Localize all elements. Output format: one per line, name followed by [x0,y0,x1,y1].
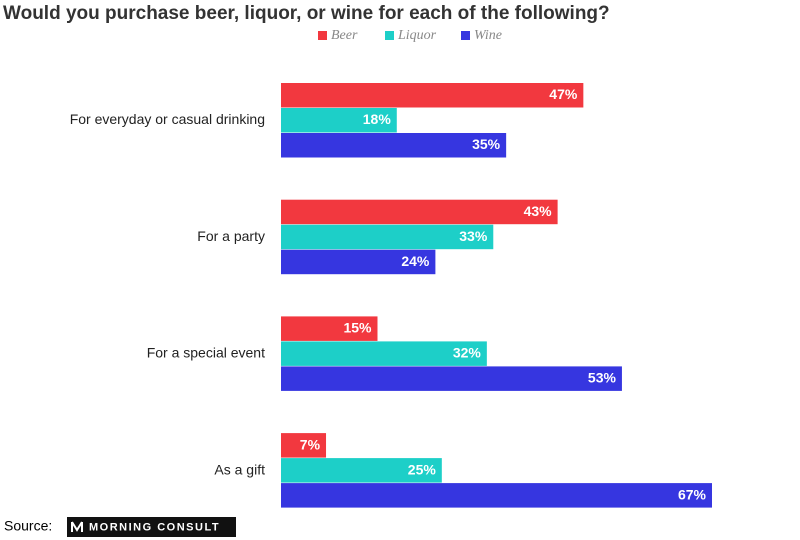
bar [281,224,494,250]
value-label: 18% [363,111,392,127]
legend-label: Beer [331,28,358,43]
logo-text: MORNING CONSULT [89,521,220,533]
value-label: 24% [401,253,430,269]
bar [281,366,622,391]
logo-mark [71,521,83,532]
value-label: 7% [300,436,321,452]
bar [281,199,558,225]
bar [281,341,487,366]
bar [281,433,327,458]
bar [281,83,584,108]
logo-box [67,517,236,537]
legend-swatch [318,31,327,40]
bar [281,133,507,158]
legend-label: Liquor [397,28,437,43]
category-label: As a gift [214,461,265,477]
value-label: 15% [343,320,372,336]
value-label: 43% [524,203,553,219]
category-label: For a party [197,228,265,244]
bar [281,249,436,275]
bar [281,458,442,483]
source-label: Source: [4,518,52,534]
value-label: 53% [588,370,617,386]
bar [281,316,378,341]
value-label: 33% [459,228,488,244]
legend-swatch [385,31,394,40]
category-label: For a special event [147,345,265,361]
value-label: 35% [472,136,501,152]
legend-swatch [461,31,470,40]
value-label: 47% [549,86,578,102]
value-label: 25% [408,461,437,477]
value-label: 32% [453,345,482,361]
legend-label: Wine [474,28,502,43]
chart-title: Would you purchase beer, liquor, or wine… [3,3,610,24]
category-label: For everyday or casual drinking [70,111,265,127]
bar [281,108,397,133]
value-label: 67% [678,486,707,502]
bar [281,483,712,508]
